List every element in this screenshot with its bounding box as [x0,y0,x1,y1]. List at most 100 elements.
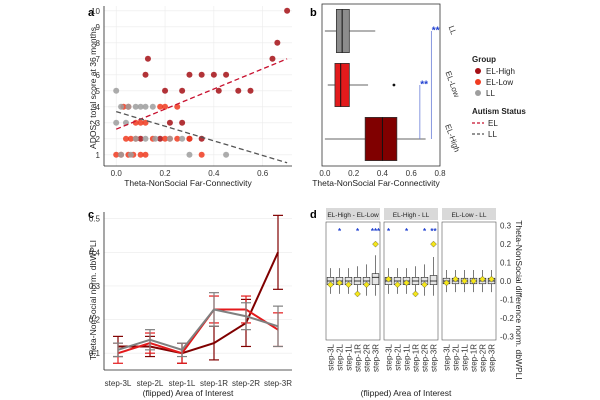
panel-d-mean-marker [336,279,343,287]
panel-b-significance-label: ** [420,80,428,91]
legend-group-title: Group [472,55,496,64]
panel-d-label: d [310,209,317,221]
panel-a-point-el-high [162,87,169,94]
panel-a-point-ll [149,103,156,110]
panel-a-xtick-label: 0.0 [111,169,123,178]
panel-a-point-el-high [210,71,217,78]
panel-d-mean-marker [345,281,352,288]
panel-a-xtick-label: 0.6 [257,169,269,178]
panel-b-xtick-label: 0.8 [434,169,446,178]
legend-swatch-ll [475,90,481,96]
panel-c-label: c [88,209,94,221]
panel-a-point-ll [113,119,120,126]
panel-d-ylabel: Theta-NonSocial difference norm. dbWPLI [514,220,524,380]
panel-d-significance-label: *** [371,227,381,236]
legend-status-label-ll: LL [488,130,497,139]
panel-a-point-ll [113,87,120,94]
legend: Group Autism Status EL-High EL-Low LL EL LL [472,55,526,139]
panel-d-ytick-label: 0.3 [500,222,512,231]
panel-a-scatter: 1 2 3 4 5 6 7 8 9 10 0.0 0.2 0.4 0.6 [91,6,292,178]
panel-a-ytick-label: 5 [96,87,101,96]
panel-d-significance-label: * [405,227,409,236]
panel-d-facet-area [441,221,497,341]
panel-d-xtick-label: step-1R [354,344,363,372]
panel-d-mean-marker [385,275,392,283]
panel-a-trendline-el [115,58,288,130]
panel-a-ytick-label: 10 [91,7,100,16]
panel-c-line-ll [117,308,279,351]
panel-d-xtick-label: step-1L [403,343,412,370]
panel-d-significance-label: * [387,227,391,236]
panel-a-point-ll [118,103,125,110]
panel-b-facet-label: LL [447,24,459,36]
panel-d-facet-title: EL-Low - LL [451,212,486,219]
legend-label-el-low: EL-Low [486,78,513,87]
panel-a-point-el-high [137,135,144,142]
panel-d-facet-strip [442,208,496,220]
panel-d-mean-marker [430,240,437,248]
panel-d-box [371,273,380,285]
panel-d-mean-marker [363,281,370,288]
panel-c-xtick-label: step-2L [137,379,164,388]
panel-a-ytick-label: 9 [96,23,101,32]
panel-b-facet-label: EL-Low [443,70,461,99]
panel-c-ytick-label: 0.4 [89,248,101,257]
panel-a-point-ll [142,103,149,110]
panel-b-xtick-label: 0.4 [377,169,389,178]
panel-d-xtick-label: step-1R [470,344,479,372]
panel-c-ytick-label: 0.3 [89,282,101,291]
panel-d-xtick-label: step-1L [461,343,470,370]
panel-b-boxplot: 0.0 0.2 0.4 0.6 0.8 LL EL-Low EL-High ** ** [319,3,462,178]
legend-label-ll: LL [486,89,495,98]
panel-c-ylabel: Theta-NonSocial norm. dbWPLI [88,240,98,360]
panel-d-xtick-label: step-2R [363,344,372,372]
panel-b-box-ll [335,8,350,54]
panel-a-point-el-low [157,103,164,110]
panel-b-xtick-label: 0.2 [348,169,360,178]
panel-a-point-ll [166,135,173,142]
panel-b-xlabel: Theta-NonSocial Far-Connectivity [312,178,440,188]
panel-a-point-el-low [127,135,134,142]
panel-c-ytick-label: 0.5 [89,215,101,224]
legend-swatch-el-low [475,79,481,85]
panel-c-line-el-high [118,251,279,355]
panel-a-point-el-high [142,71,149,78]
panel-c-xtick-label: step-2R [232,379,260,388]
panel-a-point-el-high [215,87,222,94]
panel-c-xtick-label: step-3R [264,379,292,388]
panel-a-ytick-label: 3 [96,119,101,128]
panel-d-xtick-label: step-3R [372,344,381,372]
panel-b-significance-label: ** [432,26,440,37]
panel-a-ytick-label: 6 [96,71,101,80]
panel-c-ytick-label: 0.1 [89,349,101,358]
panel-a-point-el-high [223,71,230,78]
panel-a-point-ll [137,103,144,110]
panel-a-point-el-high [186,71,193,78]
panel-a-trendline-ll [116,110,288,164]
panel-b-label: b [310,7,317,19]
panel-a-point-el-low [122,135,129,142]
panel-b-box-el-low [334,63,350,108]
panel-d-xtick-label: step-3L [385,343,394,370]
panel-d-facet-strip [326,208,380,220]
panel-d-xtick-label: step-2R [479,344,488,372]
panel-d-significance-label: ** [430,227,437,236]
panel-a-point-ll [127,151,134,158]
panel-a-point-ll [152,135,159,142]
panel-c-xtick-label: step-3L [105,379,132,388]
panel-d-mean-marker [479,275,486,283]
panel-b-xtick-label: 0.0 [319,169,331,178]
panel-d-xtick-label: step-2L [394,343,403,370]
panel-a-point-el-high [179,119,186,126]
panel-d-mean-marker [488,275,495,283]
panel-d-mean-marker [327,281,334,288]
panel-d-facet-title: EL-High - LL [393,212,430,219]
panel-d-xtick-label: step-3L [327,343,336,370]
panel-d-mean-marker [470,277,477,285]
panel-d-xtick-label: step-2L [452,343,461,370]
panel-b-xtick-label: 0.6 [406,169,418,178]
panel-a-point-ll [132,103,139,110]
panel-d-facet-area [325,221,381,341]
panel-c-xtick-label: step-1L [169,379,196,388]
